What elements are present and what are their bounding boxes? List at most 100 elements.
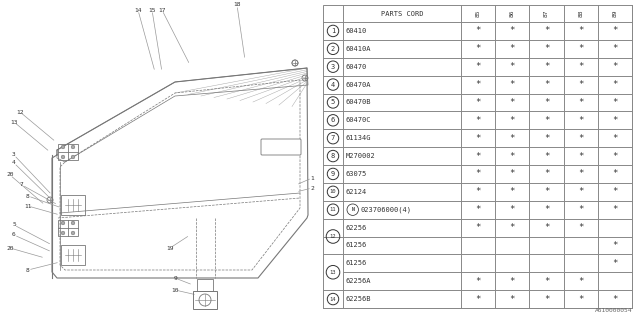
Text: *: * — [509, 277, 515, 286]
Text: *: * — [509, 152, 515, 161]
Text: *: * — [612, 152, 618, 161]
Text: *: * — [476, 205, 481, 214]
Text: 2: 2 — [310, 186, 314, 190]
Text: *: * — [509, 98, 515, 107]
Text: 1: 1 — [310, 175, 314, 180]
Bar — [197, 279, 213, 291]
Text: *: * — [544, 98, 549, 107]
Bar — [323, 236, 342, 237]
Text: 7: 7 — [331, 135, 335, 141]
Text: *: * — [509, 80, 515, 89]
Text: *: * — [476, 116, 481, 125]
Text: *: * — [509, 169, 515, 179]
Text: *: * — [578, 277, 584, 286]
Bar — [61, 245, 85, 265]
Text: *: * — [612, 241, 618, 250]
Text: 5: 5 — [331, 100, 335, 105]
Text: 6: 6 — [331, 117, 335, 123]
Text: *: * — [544, 152, 549, 161]
Text: *: * — [544, 27, 549, 36]
Text: *: * — [544, 62, 549, 71]
Text: 12: 12 — [330, 234, 336, 239]
Text: *: * — [612, 134, 618, 143]
Text: *: * — [476, 27, 481, 36]
Text: 8: 8 — [26, 268, 30, 273]
Text: *: * — [578, 152, 584, 161]
Text: 6: 6 — [12, 233, 16, 237]
Text: 8: 8 — [26, 194, 30, 198]
Text: *: * — [476, 80, 481, 89]
Text: 11: 11 — [24, 204, 32, 209]
Text: *: * — [578, 27, 584, 36]
Text: *: * — [612, 259, 618, 268]
Text: *: * — [476, 62, 481, 71]
Text: 18: 18 — [233, 3, 241, 7]
Text: 13: 13 — [330, 270, 336, 275]
Text: 14: 14 — [330, 297, 336, 301]
Text: 62256: 62256 — [346, 225, 367, 231]
Bar — [193, 291, 217, 309]
Text: *: * — [509, 27, 515, 36]
Text: *: * — [509, 62, 515, 71]
Text: 60470C: 60470C — [346, 117, 371, 123]
Text: 20: 20 — [6, 245, 13, 251]
Text: 89: 89 — [612, 10, 618, 17]
Text: *: * — [612, 116, 618, 125]
Text: 9: 9 — [331, 171, 335, 177]
Text: *: * — [509, 134, 515, 143]
Text: 3: 3 — [331, 64, 335, 70]
Text: *: * — [476, 169, 481, 179]
Text: *: * — [476, 134, 481, 143]
Text: *: * — [476, 44, 481, 53]
Text: 13: 13 — [10, 119, 18, 124]
Text: *: * — [476, 98, 481, 107]
Circle shape — [61, 145, 65, 149]
Text: 63075: 63075 — [346, 171, 367, 177]
Text: *: * — [612, 295, 618, 304]
Bar — [58, 144, 78, 160]
Text: *: * — [578, 187, 584, 196]
Text: 62256A: 62256A — [346, 278, 371, 284]
Text: 62256B: 62256B — [346, 296, 371, 302]
Text: 85: 85 — [476, 10, 481, 17]
Text: *: * — [578, 116, 584, 125]
Text: *: * — [544, 187, 549, 196]
Bar — [323, 272, 342, 273]
Circle shape — [61, 155, 65, 159]
Text: 9: 9 — [173, 276, 177, 281]
Text: *: * — [578, 295, 584, 304]
Text: 12: 12 — [16, 109, 24, 115]
Text: *: * — [476, 187, 481, 196]
Text: *: * — [509, 187, 515, 196]
Text: *: * — [544, 223, 549, 232]
Text: *: * — [544, 169, 549, 179]
Text: *: * — [544, 277, 549, 286]
Text: *: * — [509, 223, 515, 232]
Text: *: * — [509, 44, 515, 53]
Text: 60470: 60470 — [346, 64, 367, 70]
Text: *: * — [544, 134, 549, 143]
Bar — [61, 195, 85, 215]
Text: *: * — [509, 295, 515, 304]
Text: 4: 4 — [331, 82, 335, 88]
Text: M270002: M270002 — [346, 153, 376, 159]
Text: 61134G: 61134G — [346, 135, 371, 141]
Text: *: * — [476, 277, 481, 286]
Text: *: * — [612, 80, 618, 89]
Bar — [58, 220, 78, 236]
Text: *: * — [612, 98, 618, 107]
Circle shape — [71, 145, 75, 149]
Text: 023706000(4): 023706000(4) — [360, 206, 412, 213]
Circle shape — [61, 221, 65, 225]
Text: 88: 88 — [578, 10, 583, 17]
Text: *: * — [578, 205, 584, 214]
Circle shape — [71, 231, 75, 235]
Text: *: * — [544, 205, 549, 214]
Text: *: * — [509, 116, 515, 125]
Text: 60410: 60410 — [346, 28, 367, 34]
Text: *: * — [476, 223, 481, 232]
Text: *: * — [578, 134, 584, 143]
Text: 4: 4 — [12, 161, 16, 165]
Text: *: * — [612, 169, 618, 179]
Text: 3: 3 — [12, 153, 16, 157]
